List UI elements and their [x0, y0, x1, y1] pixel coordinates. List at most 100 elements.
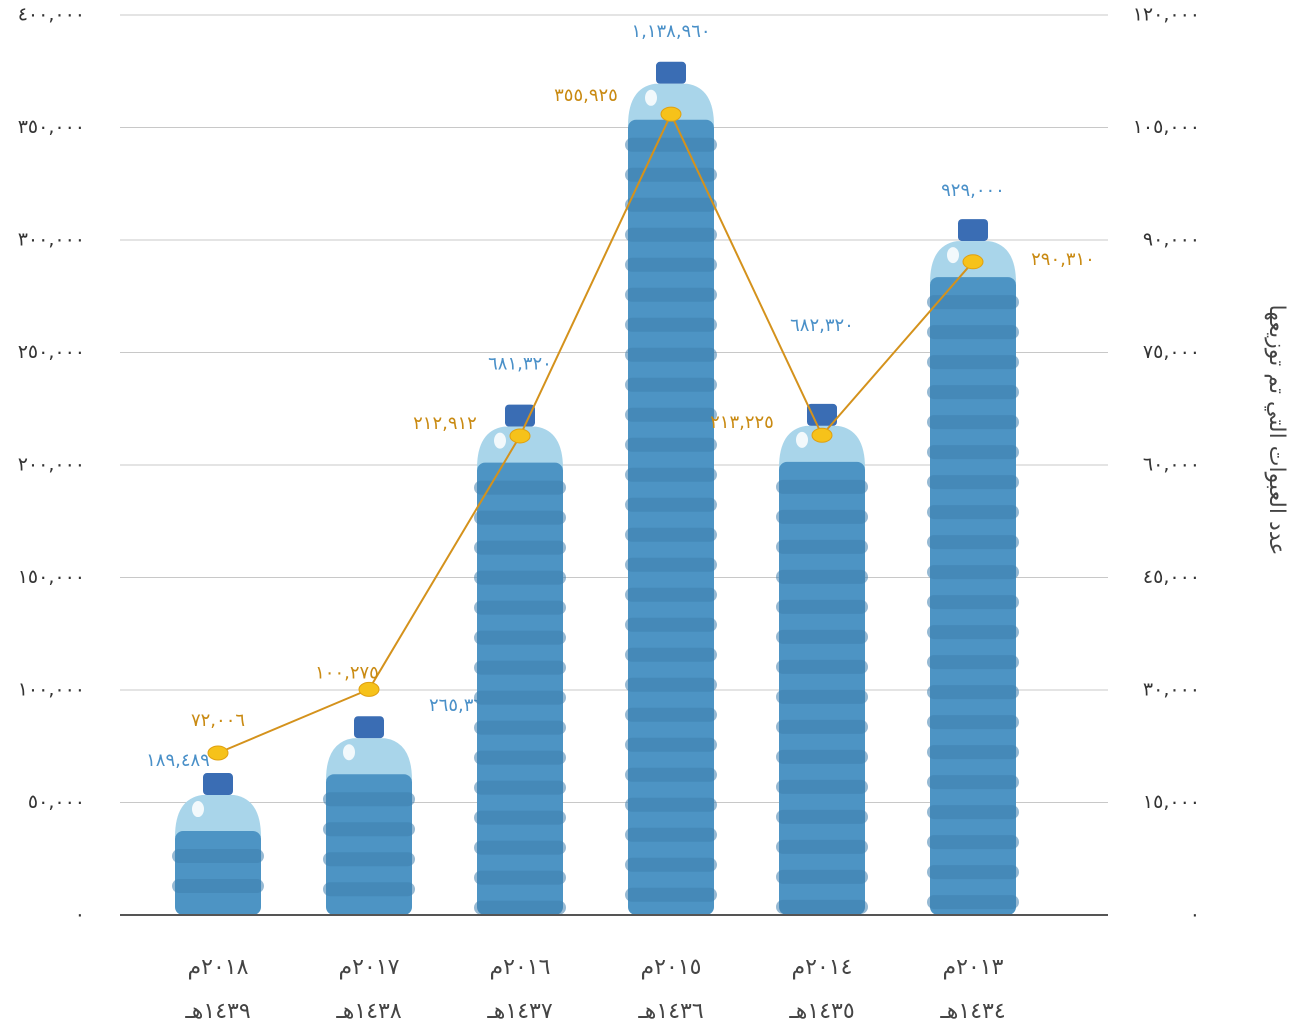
bottle-ridge [172, 849, 264, 864]
line-point [509, 428, 531, 444]
bottle-ridge [776, 839, 868, 854]
bottle [776, 403, 868, 915]
bottle-cap [203, 773, 233, 796]
bottle-ridge [776, 599, 868, 614]
line-point [207, 745, 229, 761]
bottle-ridge [625, 767, 717, 782]
bottle-ridge [474, 900, 566, 915]
bottle-ridge [625, 887, 717, 902]
bottle-ridge [474, 480, 566, 495]
bottle-shine [645, 89, 657, 106]
bottle-ridge [474, 630, 566, 645]
bottle-ridge [776, 779, 868, 794]
bottle [625, 61, 717, 916]
x-tick-label: ٢٠١٣م [943, 955, 1004, 980]
bottle-ridge [927, 835, 1019, 850]
bottle [172, 773, 264, 915]
bottle-ridge [927, 685, 1019, 700]
bottle-ridge [927, 415, 1019, 430]
x-tick-label: ٢٠١٨م [188, 955, 249, 980]
bottle-ridge [927, 655, 1019, 670]
bottle-value-label: ٦٨٢,٣٢٠ [790, 315, 854, 336]
line-value-label: ١٠٠,٢٧٥ [315, 662, 379, 683]
bottle-ridge [625, 437, 717, 452]
bottle-ridge [625, 737, 717, 752]
bottle-ridge [927, 505, 1019, 520]
bottle [323, 716, 415, 915]
bottle-ridge [625, 407, 717, 422]
bottle-cap [656, 61, 686, 84]
line-value-label: ٢٩٠,٣١٠ [1031, 249, 1095, 270]
bottle-ridge [625, 467, 717, 482]
bottle-ridge [776, 659, 868, 674]
bottle-shoulder [326, 738, 412, 781]
bottle-ridge [927, 715, 1019, 730]
bottle-ridge [927, 445, 1019, 460]
bottle-ridge [474, 720, 566, 735]
x-tick-label: ١٤٣٩هـ [184, 999, 250, 1024]
bottle [927, 219, 1019, 915]
bottle-ridge [625, 377, 717, 392]
x-tick-label: ١٤٣٥هـ [788, 999, 854, 1024]
bottle-shine [796, 431, 808, 448]
bottle-ridge [625, 287, 717, 302]
bottle-ridge [927, 475, 1019, 490]
y2-tick-label: ١٠٥,٠٠٠ [1133, 116, 1200, 138]
line-point [660, 106, 682, 122]
bottle-ridge [474, 510, 566, 525]
bottle-ridge [474, 810, 566, 825]
bottle [474, 404, 566, 915]
bottle-ridge [776, 509, 868, 524]
bottle-ridge [625, 257, 717, 272]
bottle-ridge [927, 745, 1019, 760]
y-tick-label: ٢٥٠,٠٠٠ [18, 341, 85, 363]
bottle-ridge [625, 137, 717, 152]
bottle-ridge [323, 822, 415, 837]
bottle-ridge [474, 660, 566, 675]
bottle-ridge [927, 355, 1019, 370]
bottle-shine [494, 432, 506, 449]
line-value-label: ٢١٣,٢٢٥ [710, 412, 774, 433]
y-tick-label: ٣٠٠,٠٠٠ [18, 229, 85, 251]
bottle-ridge [776, 749, 868, 764]
bottle-ridge [474, 840, 566, 855]
bottle-ridge [625, 707, 717, 722]
bottle-ridge [474, 540, 566, 555]
bottle-ridge [323, 882, 415, 897]
line-value-label: ٧٢,٠٠٦ [191, 710, 245, 731]
bottle-ridge [927, 625, 1019, 640]
bottle-ridge [625, 527, 717, 542]
bottle-ridge [927, 805, 1019, 820]
bottle-ridge [776, 569, 868, 584]
x-tick-label: ١٤٣٧هـ [486, 999, 552, 1024]
bottle-ridge [927, 325, 1019, 340]
bottle-ridge [625, 827, 717, 842]
line-value-label: ٢١٢,٩١٢ [413, 413, 477, 434]
bottle-ridge [927, 775, 1019, 790]
line-point [962, 254, 984, 270]
bottle-ridge [776, 539, 868, 554]
bottle-ridge [474, 600, 566, 615]
bottle-ridge [927, 595, 1019, 610]
y-tick-label: ٢٠٠,٠٠٠ [18, 454, 85, 476]
bottle-ridge [927, 535, 1019, 550]
bottle-ridge [776, 899, 868, 914]
bottle-ridge [625, 857, 717, 872]
bottle-ridge [323, 852, 415, 867]
line-value-label: ٣٥٥,٩٢٥ [554, 85, 618, 106]
y-tick-label: ١٥٠,٠٠٠ [18, 566, 85, 588]
bottle-ridge [625, 197, 717, 212]
bottle-ridge [625, 797, 717, 812]
bottle-ridge [474, 870, 566, 885]
bottle-ridge [625, 227, 717, 242]
bottle-ridge [625, 497, 717, 512]
line-point [358, 681, 380, 697]
x-tick-label: ١٤٣٤هـ [939, 999, 1005, 1024]
bottle-value-label: ١,١٣٨,٩٦٠ [631, 21, 710, 42]
bottle-ridge [776, 719, 868, 734]
bottle-shoulder [175, 795, 261, 838]
x-tick-label: ٢٠١٦م [490, 955, 551, 980]
bottle-ridge [927, 865, 1019, 880]
bottle-ridge [172, 879, 264, 894]
